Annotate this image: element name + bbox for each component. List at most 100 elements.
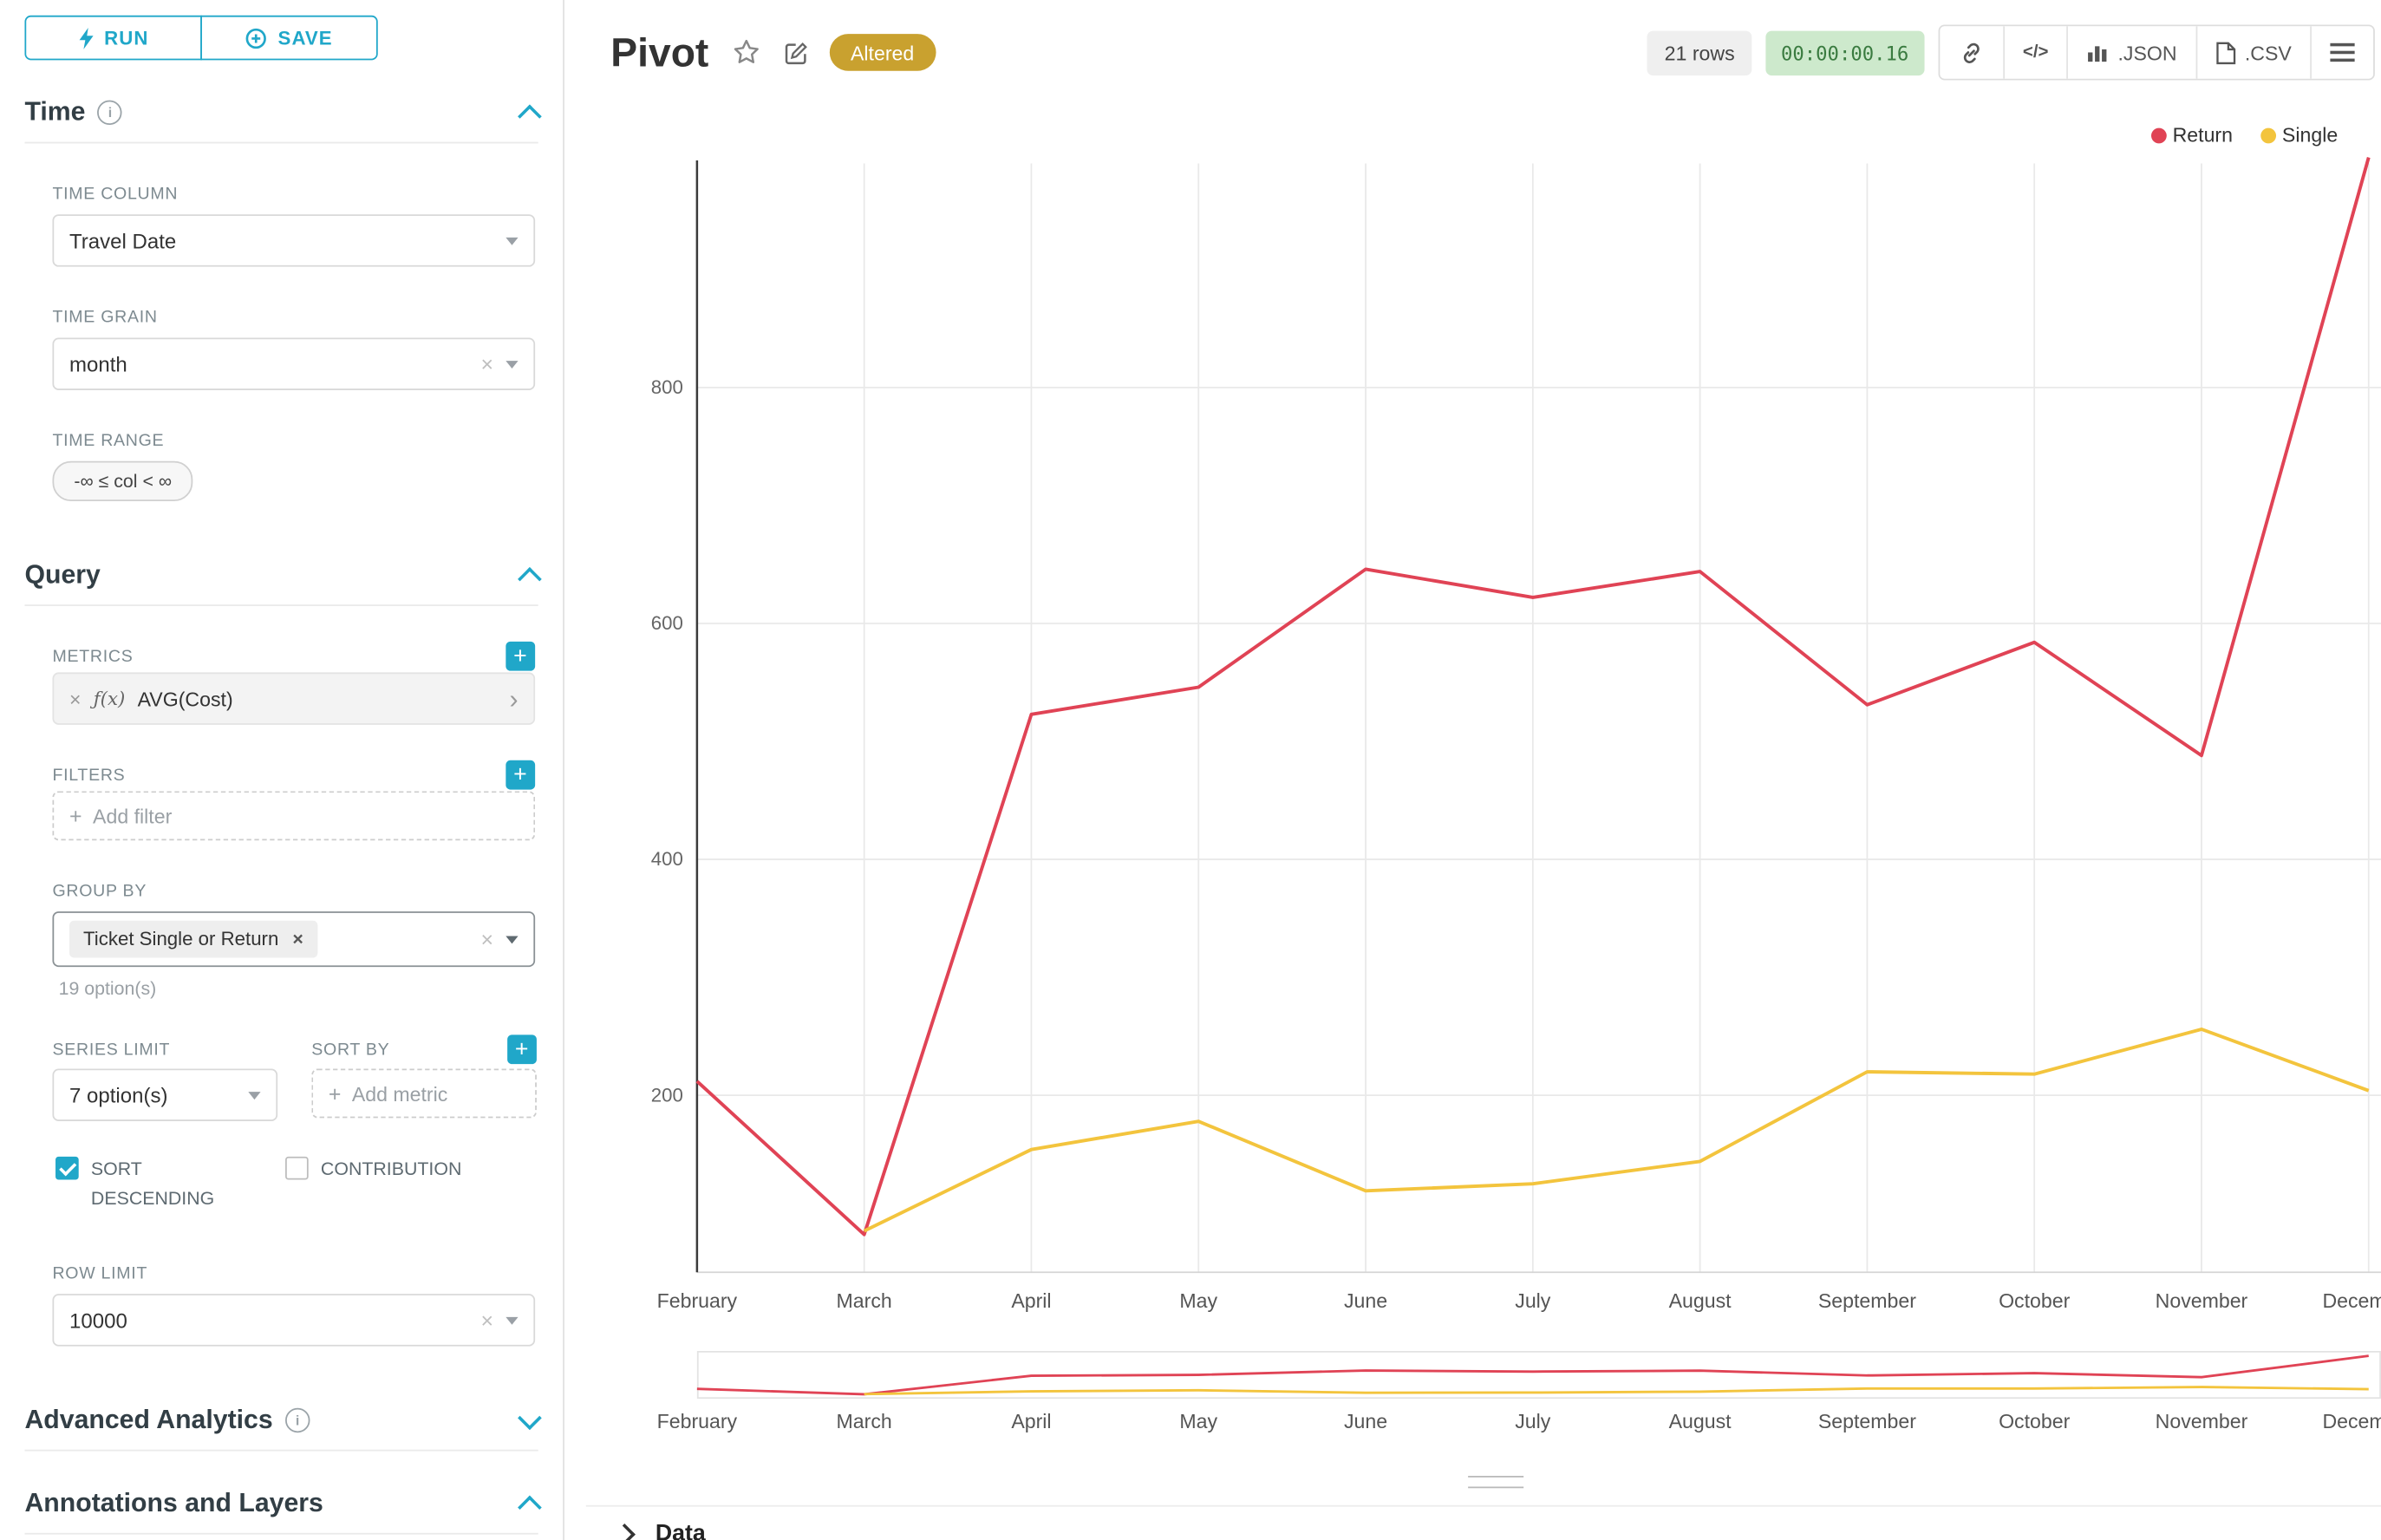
chevron-right-icon[interactable]: ›: [509, 683, 519, 714]
chevron-down-icon: [506, 935, 519, 943]
metric-chip[interactable]: × ƒ(x) AVG(Cost) ›: [52, 672, 536, 725]
clear-icon[interactable]: ×: [480, 351, 494, 376]
chevron-down-icon: [506, 1316, 519, 1325]
time-section-header[interactable]: Time i: [24, 97, 542, 144]
chevron-down-icon[interactable]: [518, 1406, 542, 1431]
info-icon[interactable]: i: [97, 100, 123, 126]
plus-icon: +: [328, 1080, 342, 1106]
legend-item-single[interactable]: Single: [2260, 123, 2338, 147]
sort-descending-control[interactable]: SORT DESCENDING: [55, 1155, 251, 1214]
time-grain-value: month: [69, 352, 127, 376]
legend-dot-single: [2260, 127, 2276, 143]
series-limit-select[interactable]: 7 option(s): [52, 1068, 278, 1121]
legend-label-single: Single: [2281, 123, 2339, 147]
run-button-label: RUN: [104, 27, 149, 49]
svg-text:September: September: [1818, 1410, 1916, 1432]
legend-label-return: Return: [2172, 123, 2234, 147]
limit-sort-row: SERIES LIMIT 7 option(s) SORT BY + + Add…: [52, 1034, 537, 1121]
time-range-pill[interactable]: -∞ ≤ col < ∞: [52, 460, 193, 502]
altered-badge: Altered: [829, 34, 936, 71]
edit-title-icon[interactable]: [783, 39, 809, 65]
svg-text:August: August: [1669, 1410, 1732, 1432]
data-section-label: Data: [655, 1520, 706, 1540]
time-column-label: TIME COLUMN: [52, 184, 179, 203]
remove-chip-icon[interactable]: ×: [292, 928, 303, 950]
chevron-down-icon: [248, 1091, 261, 1100]
annotations-layers-header[interactable]: Annotations and Layers: [24, 1488, 542, 1536]
add-filter-button[interactable]: +: [506, 760, 536, 790]
group-by-select[interactable]: Ticket Single or Return × ×: [52, 911, 536, 968]
svg-text:July: July: [1515, 1410, 1551, 1432]
advanced-analytics-header[interactable]: Advanced Analytics i: [24, 1405, 542, 1452]
sort-descending-checkbox[interactable]: [55, 1156, 79, 1180]
contribution-control[interactable]: CONTRIBUTION: [285, 1155, 461, 1214]
svg-text:April: April: [1011, 1410, 1051, 1432]
advanced-analytics-title: Advanced Analytics: [24, 1405, 273, 1435]
chevron-up-icon[interactable]: [518, 104, 542, 129]
chart-panel: Pivot Altered 21 rows 00:00:00.16 </>: [564, 0, 2381, 1540]
series-limit-label: SERIES LIMIT: [52, 1040, 171, 1059]
svg-text:March: March: [837, 1410, 892, 1432]
group-by-label: GROUP BY: [52, 881, 147, 900]
line-chart[interactable]: 200 400 600 800 February March April May June Jul…: [648, 154, 2381, 1329]
chart-legend: Return Single: [2150, 123, 2338, 147]
group-by-chip[interactable]: Ticket Single or Return ×: [69, 920, 317, 958]
options-hint: 19 option(s): [58, 977, 157, 1000]
data-section-toggle[interactable]: Data: [613, 1520, 706, 1540]
menu-button[interactable]: [2310, 26, 2374, 79]
legend-item-return[interactable]: Return: [2150, 123, 2234, 147]
annotations-layers-title: Annotations and Layers: [24, 1488, 323, 1518]
svg-text:July: July: [1515, 1289, 1551, 1312]
row-limit-select[interactable]: 10000 ×: [52, 1294, 536, 1348]
divider: [585, 1504, 2381, 1507]
group-by-chip-label: Ticket Single or Return: [83, 928, 279, 950]
code-icon: </>: [2022, 42, 2049, 62]
add-metric-button[interactable]: +: [506, 641, 536, 671]
bolt-icon: [78, 27, 93, 49]
add-filter-placeholder: Add filter: [93, 804, 173, 828]
export-csv-button[interactable]: .CSV: [2195, 26, 2311, 79]
view-query-button[interactable]: </>: [2002, 26, 2067, 79]
save-button[interactable]: SAVE: [200, 15, 378, 61]
favorite-star-icon[interactable]: [730, 37, 761, 69]
chart-title: Pivot: [610, 28, 709, 75]
series-limit-value: 7 option(s): [69, 1083, 168, 1107]
metrics-label-row: METRICS +: [52, 641, 536, 671]
panel-resize-handle[interactable]: [1468, 1476, 1524, 1489]
plus-circle-icon: [245, 27, 267, 49]
bar-chart-icon: [2088, 46, 2108, 62]
svg-text:April: April: [1011, 1289, 1051, 1312]
run-button[interactable]: RUN: [24, 15, 202, 61]
row-count-badge: 21 rows: [1647, 29, 1752, 75]
chevron-down-icon: [506, 236, 519, 245]
info-icon[interactable]: i: [284, 1408, 310, 1433]
chevron-up-icon[interactable]: [518, 566, 542, 591]
export-json-button[interactable]: .JSON: [2066, 26, 2195, 79]
svg-text:November: November: [2156, 1289, 2248, 1312]
chart-overview-brush[interactable]: February March April May June July August Septe…: [616, 1350, 2381, 1438]
link-icon: [1963, 42, 1980, 63]
clear-icon[interactable]: ×: [480, 1308, 494, 1334]
time-grain-label: TIME GRAIN: [52, 307, 158, 327]
share-link-button[interactable]: [1939, 26, 2003, 79]
metrics-label: METRICS: [52, 647, 134, 666]
query-section-header[interactable]: Query: [24, 559, 542, 606]
query-section-title: Query: [24, 559, 101, 590]
add-sort-metric-dropzone[interactable]: + Add metric: [311, 1068, 537, 1119]
checkbox-row: SORT DESCENDING CONTRIBUTION: [55, 1155, 535, 1214]
time-grain-select[interactable]: month ×: [52, 337, 536, 390]
chevron-up-icon[interactable]: [518, 1496, 542, 1520]
add-sort-metric-button[interactable]: +: [507, 1034, 537, 1065]
time-column-select[interactable]: Travel Date: [52, 214, 536, 267]
clear-icon[interactable]: ×: [480, 926, 494, 952]
svg-text:800: 800: [651, 376, 683, 398]
add-filter-dropzone[interactable]: + Add filter: [52, 791, 536, 841]
remove-metric-icon[interactable]: ×: [69, 687, 82, 710]
query-timer-badge: 00:00:00.16: [1765, 29, 1925, 75]
contribution-checkbox[interactable]: [285, 1156, 309, 1180]
svg-text:November: November: [2156, 1410, 2248, 1432]
row-limit-value: 10000: [69, 1308, 127, 1333]
time-column-value: Travel Date: [69, 229, 177, 252]
filters-label: FILTERS: [52, 766, 126, 785]
